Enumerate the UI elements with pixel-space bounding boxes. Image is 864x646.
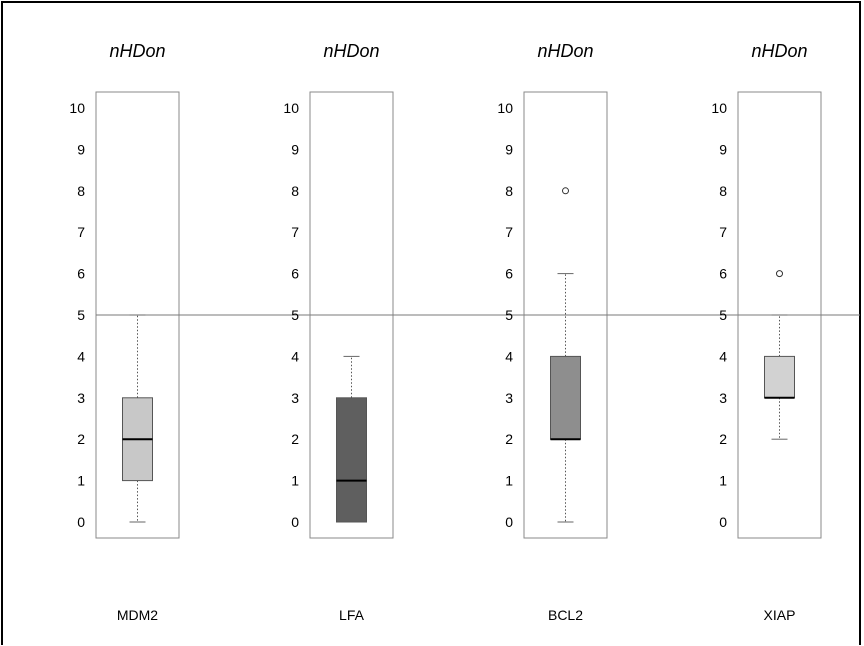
y-tick-label: 0 bbox=[77, 514, 85, 530]
y-tick-label: 5 bbox=[719, 307, 727, 323]
y-tick-label: 4 bbox=[77, 348, 85, 364]
y-tick-label: 7 bbox=[291, 224, 299, 240]
y-tick-label: 1 bbox=[291, 473, 299, 489]
panel-title: nHDon bbox=[751, 41, 807, 61]
y-tick-label: 9 bbox=[77, 141, 85, 157]
y-tick-label: 6 bbox=[77, 266, 85, 282]
y-tick-label: 5 bbox=[291, 307, 299, 323]
y-tick-label: 9 bbox=[291, 141, 299, 157]
y-tick-label: 8 bbox=[77, 183, 85, 199]
y-tick-label: 3 bbox=[77, 390, 85, 406]
panel-xiap: nHDon 0 1 2 3 4 5 6 7 8 9 10 XIAP bbox=[711, 41, 860, 623]
y-tick-label: 0 bbox=[719, 514, 727, 530]
y-tick-label: 2 bbox=[505, 431, 513, 447]
y-tick-label: 5 bbox=[505, 307, 513, 323]
iqr-box bbox=[764, 355, 795, 399]
outlier-point bbox=[562, 187, 569, 195]
y-tick-label: 2 bbox=[719, 431, 727, 447]
category-label: XIAP bbox=[764, 607, 796, 623]
y-tick-label: 7 bbox=[505, 224, 513, 240]
y-tick-label: 3 bbox=[505, 390, 513, 406]
y-tick-label: 5 bbox=[77, 307, 85, 323]
y-tick-label: 1 bbox=[719, 473, 727, 489]
y-tick-label: 4 bbox=[719, 348, 727, 364]
category-label: LFA bbox=[339, 607, 365, 623]
y-tick-label: 0 bbox=[291, 514, 299, 530]
y-tick-label: 10 bbox=[497, 100, 513, 116]
iqr-box bbox=[550, 355, 581, 440]
y-tick-label: 0 bbox=[505, 514, 513, 530]
panel-title: nHDon bbox=[109, 41, 165, 61]
y-tick-label: 9 bbox=[719, 141, 727, 157]
y-tick-label: 4 bbox=[505, 348, 513, 364]
y-tick-label: 2 bbox=[291, 431, 299, 447]
panel-title: nHDon bbox=[323, 41, 379, 61]
iqr-box bbox=[336, 397, 367, 523]
y-tick-label: 4 bbox=[291, 348, 299, 364]
category-label: MDM2 bbox=[117, 607, 158, 623]
y-tick-label: 7 bbox=[719, 224, 727, 240]
y-tick-label: 10 bbox=[711, 100, 727, 116]
y-tick-label: 1 bbox=[505, 473, 513, 489]
y-tick-label: 9 bbox=[505, 141, 513, 157]
y-tick-label: 2 bbox=[77, 431, 85, 447]
y-tick-label: 3 bbox=[719, 390, 727, 406]
y-tick-label: 8 bbox=[505, 183, 513, 199]
y-tick-label: 1 bbox=[77, 473, 85, 489]
panel-title: nHDon bbox=[537, 41, 593, 61]
y-tick-label: 10 bbox=[283, 100, 299, 116]
y-tick-label: 8 bbox=[719, 183, 727, 199]
y-tick-label: 6 bbox=[505, 266, 513, 282]
y-tick-label: 6 bbox=[719, 266, 727, 282]
category-label: BCL2 bbox=[548, 607, 583, 623]
y-tick-label: 10 bbox=[69, 100, 85, 116]
outlier-point bbox=[776, 270, 783, 278]
y-tick-label: 6 bbox=[291, 266, 299, 282]
y-tick-label: 3 bbox=[291, 390, 299, 406]
y-tick-label: 7 bbox=[77, 224, 85, 240]
y-tick-label: 8 bbox=[291, 183, 299, 199]
